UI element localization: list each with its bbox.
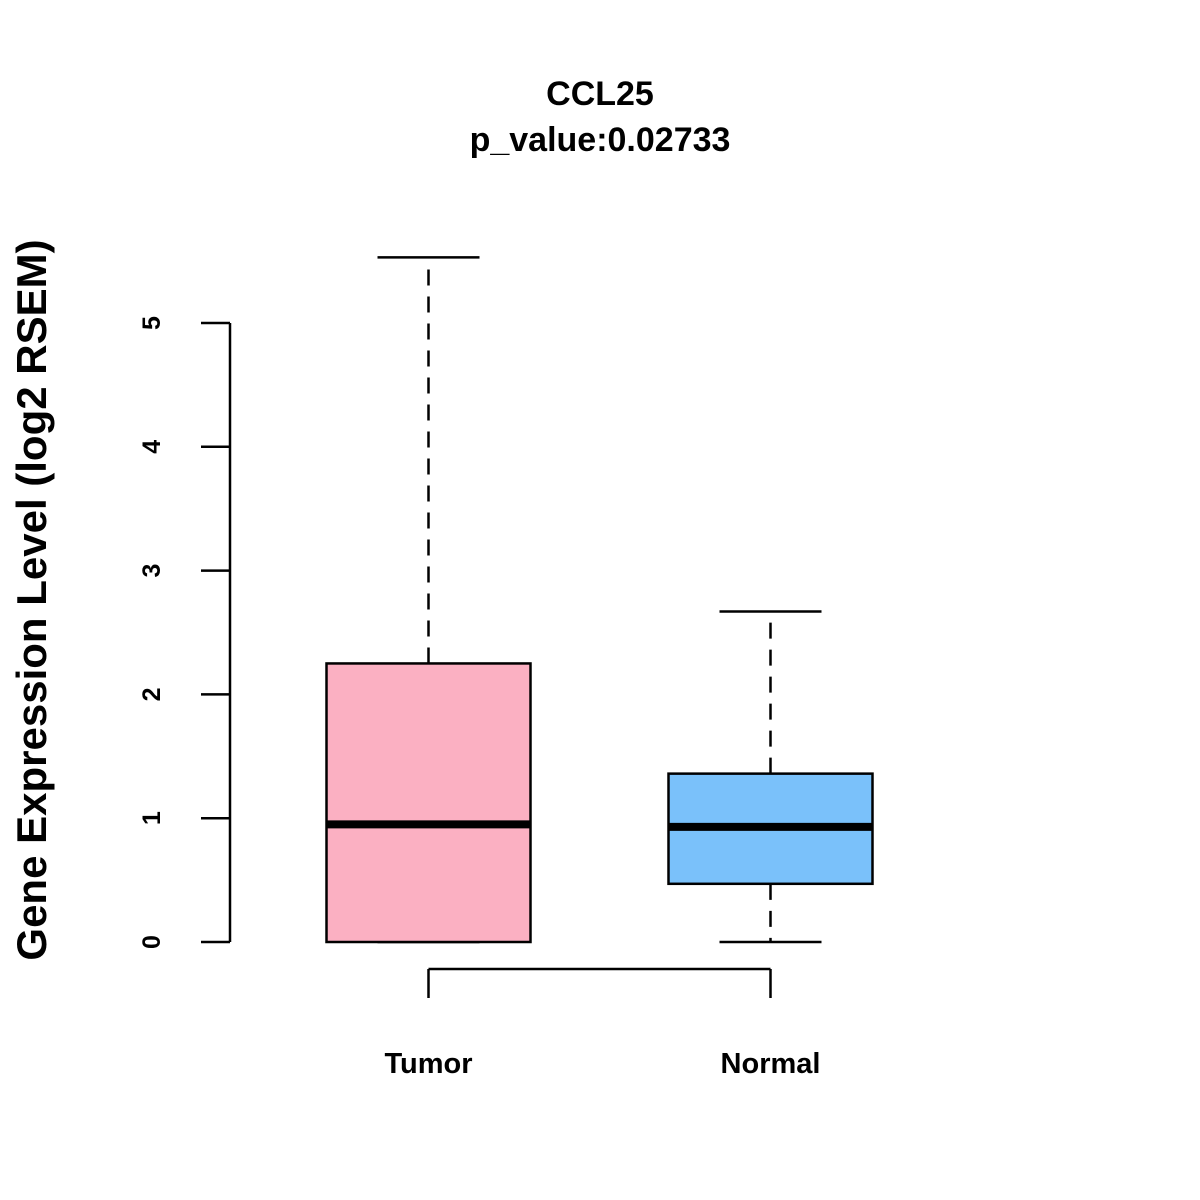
y-tick-label: 0 — [138, 935, 166, 949]
x-tick-label-normal: Normal — [721, 1048, 821, 1080]
y-axis-label: Gene Expression Level (log2 RSEM) — [8, 239, 55, 960]
chart-title: CCL25 — [546, 75, 654, 113]
boxes — [325, 256, 874, 944]
y-axis: 0 1 2 3 4 5 — [138, 316, 232, 949]
iqr-box — [325, 662, 532, 944]
y-tick-label: 3 — [138, 564, 166, 578]
y-tick-label: 2 — [138, 687, 166, 701]
y-tick-label: 4 — [138, 440, 166, 454]
box-normal — [667, 610, 874, 944]
x-tick-label-tumor: Tumor — [384, 1048, 472, 1080]
y-tick-label: 5 — [138, 316, 166, 330]
box-tumor — [325, 256, 532, 944]
y-tick-label: 1 — [138, 811, 166, 825]
chart-subtitle: p_value:0.02733 — [470, 121, 731, 159]
x-axis: Tumor Normal — [384, 967, 821, 1080]
